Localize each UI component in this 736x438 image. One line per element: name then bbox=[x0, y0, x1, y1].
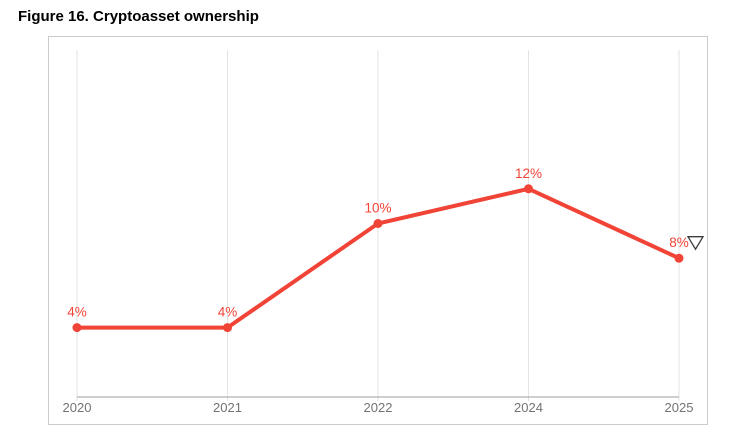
x-axis-label: 2022 bbox=[364, 400, 393, 415]
data-point bbox=[524, 184, 533, 194]
x-axis-label: 2025 bbox=[665, 400, 694, 415]
data-point bbox=[373, 219, 383, 228]
figure-title: Figure 16. Cryptoasset ownership bbox=[18, 8, 259, 25]
data-label: 4% bbox=[67, 305, 87, 320]
x-axis-label: 2020 bbox=[63, 400, 92, 415]
data-label: 10% bbox=[364, 201, 391, 216]
x-axis-label: 2024 bbox=[514, 400, 543, 415]
data-label: 4% bbox=[218, 305, 238, 320]
line-chart: 4% 4% 10% 12% 8% 2020 2021 2022 2024 2025 bbox=[63, 50, 705, 415]
x-axis-label: 2021 bbox=[213, 400, 242, 415]
data-label: 12% bbox=[515, 166, 542, 181]
data-point bbox=[223, 323, 232, 333]
data-point bbox=[674, 253, 684, 263]
decline-triangle-icon bbox=[686, 236, 705, 251]
data-point bbox=[72, 323, 82, 333]
chart-panel: 4% 4% 10% 12% 8% 2020 2021 2022 2024 2025 bbox=[48, 36, 708, 425]
data-label: 8% bbox=[669, 235, 689, 250]
